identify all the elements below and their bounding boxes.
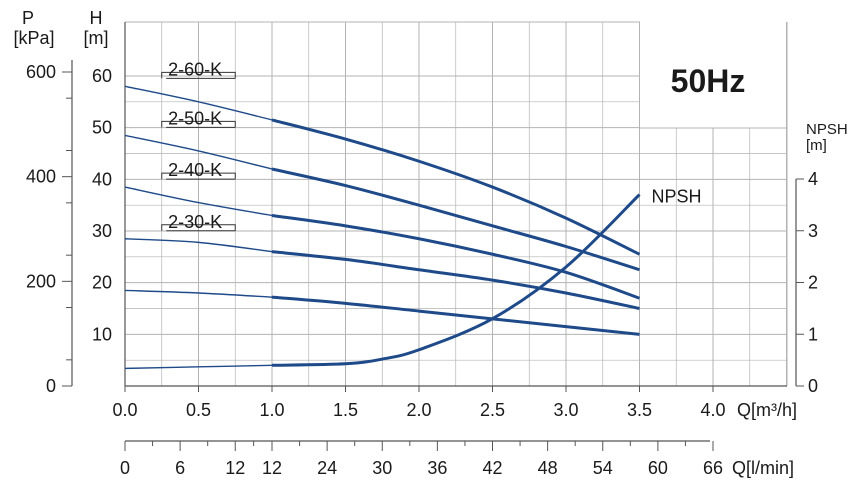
series-line-thin xyxy=(124,134,273,170)
x-axis-tick-label: 1.5 xyxy=(333,400,358,420)
series-line xyxy=(271,250,640,310)
series-label: 2-50-K xyxy=(168,108,222,128)
x2-axis-tick-label: 30 xyxy=(372,458,392,478)
series-lines: 2-60-K 2-50-K 2-40-K 2-30-K NPSH xyxy=(124,59,702,370)
x2-axis-tick-label: 12 xyxy=(262,458,282,478)
chart-title: 50Hz xyxy=(671,63,746,99)
h-axis-tick-label: 20 xyxy=(92,273,112,293)
x-axis-tick-label: 3.5 xyxy=(627,400,652,420)
x-axis-tick-label: 4.0 xyxy=(700,400,725,420)
h-axis-label-unit: [m] xyxy=(84,28,109,48)
x2-axis-tick-label: 6 xyxy=(175,458,185,478)
series-line-thin xyxy=(124,289,273,298)
x2-axis-tick-label: 54 xyxy=(593,458,613,478)
p-axis-tick-label: 0 xyxy=(46,376,56,396)
p-axis-tick-label: 400 xyxy=(26,167,56,187)
series-label-bracket xyxy=(161,224,236,231)
x2-axis-tick-label: 36 xyxy=(427,458,447,478)
series-line-thin xyxy=(124,364,273,370)
h-axis-tick-label: 30 xyxy=(92,221,112,241)
x2-axis-tick-label: 12 xyxy=(225,458,245,478)
series-line-thin xyxy=(124,85,273,121)
h-axis-tick-label: 50 xyxy=(92,118,112,138)
x-axis-tick-label: 0.0 xyxy=(112,400,137,420)
x2-axis-tick-label: 0 xyxy=(120,458,130,478)
h-axis-tick-label: 10 xyxy=(92,324,112,344)
h-axis-tick-label: 40 xyxy=(92,169,112,189)
npsh-axis-tick-label: 4 xyxy=(808,169,818,189)
p-axis-tick-label: 600 xyxy=(26,62,56,82)
npsh-axis-tick-label: 1 xyxy=(808,324,818,344)
p-axis-label-top: P xyxy=(22,8,34,28)
x-axis-tick-label: 2.0 xyxy=(406,400,431,420)
p-axis-label-unit: [kPa] xyxy=(13,28,54,48)
series-label: 2-40-K xyxy=(168,160,222,180)
series-line xyxy=(271,295,640,336)
series-line xyxy=(271,167,640,272)
x2-axis-tick-label: 48 xyxy=(538,458,558,478)
axis-labels: P [kPa] H [m] NPSH [m] 50Hz Q[m³/h] Q[l/… xyxy=(13,8,847,478)
p-axis-tick-label: 200 xyxy=(26,271,56,291)
series-label: 2-30-K xyxy=(168,212,222,232)
series-label-bracket xyxy=(161,71,236,79)
npsh-axis-tick-label: 2 xyxy=(808,273,818,293)
npsh-axis-tick-label: 0 xyxy=(808,376,818,396)
series-line xyxy=(271,214,640,300)
x-axis-label: Q[m³/h] xyxy=(737,400,797,420)
x2-axis-tick-label: 66 xyxy=(703,458,723,478)
series-line-thin xyxy=(124,238,273,253)
x2-axis-label: Q[l/min] xyxy=(732,458,794,478)
x2-axis-tick-label: 24 xyxy=(317,458,337,478)
x-axis-tick-label: 0.5 xyxy=(186,400,211,420)
h-axis-label-top: H xyxy=(90,8,103,28)
x-axis-tick-label: 2.5 xyxy=(480,400,505,420)
npsh-axis-tick-label: 3 xyxy=(808,221,818,241)
npsh-axis-label-unit: [m] xyxy=(806,137,827,154)
series-label-bracket xyxy=(161,120,236,128)
series-line-thin xyxy=(124,186,273,217)
series-line xyxy=(271,118,641,256)
x2-axis-tick-label: 42 xyxy=(482,458,502,478)
h-axis-tick-label: 60 xyxy=(92,66,112,86)
x2-axis-tick-label: 60 xyxy=(648,458,668,478)
series-line xyxy=(271,193,641,367)
x-axis-tick-label: 1.0 xyxy=(259,400,284,420)
x-axis-tick-label: 3.0 xyxy=(553,400,578,420)
grid-lines xyxy=(124,21,788,386)
series-label-npsh: NPSH xyxy=(652,187,702,207)
series-label: 2-60-K xyxy=(168,59,222,79)
npsh-axis-label-top: NPSH xyxy=(806,121,848,138)
series-label-bracket xyxy=(161,172,236,180)
